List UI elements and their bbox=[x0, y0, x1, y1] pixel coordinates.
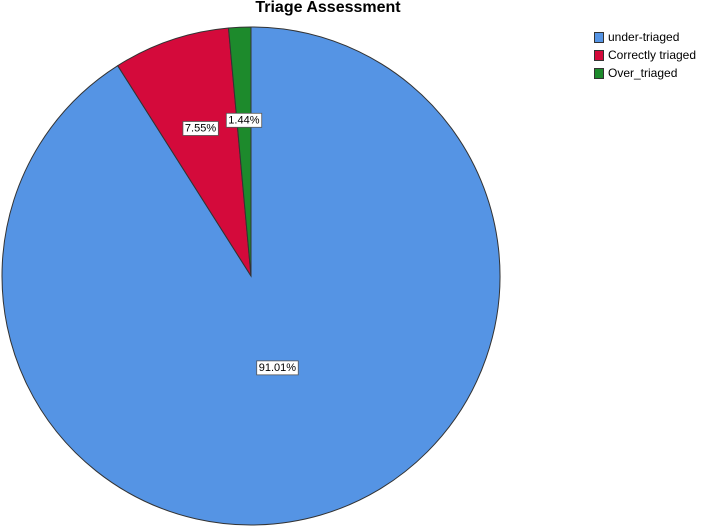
legend-item-over-triaged: Over_triaged bbox=[594, 64, 696, 82]
data-label-under-triaged: 91.01% bbox=[256, 360, 299, 376]
legend-swatch bbox=[594, 49, 604, 61]
legend-label: Correctly triaged bbox=[608, 48, 697, 62]
legend-swatch bbox=[594, 67, 604, 79]
legend-item-under-triaged: under-triaged bbox=[594, 28, 696, 46]
pie-data-labels: 91.01% 7.55% 1.44% bbox=[182, 112, 299, 376]
chart-legend: under-triaged Correctly triaged Over_tri… bbox=[594, 28, 696, 82]
svg-text:7.55%: 7.55% bbox=[185, 122, 216, 134]
data-label-over-triaged: 1.44% bbox=[225, 112, 263, 128]
chart-title: Triage Assessment bbox=[255, 0, 401, 16]
pie-slice-correctly-triaged bbox=[117, 27, 252, 277]
svg-text:91.01%: 91.01% bbox=[259, 362, 297, 374]
legend-label: under-triaged bbox=[608, 30, 680, 44]
svg-text:1.44%: 1.44% bbox=[228, 114, 259, 126]
legend-swatch bbox=[594, 31, 604, 43]
data-label-correctly-triaged: 7.55% bbox=[182, 121, 219, 136]
legend-label: Over_triaged bbox=[608, 66, 678, 80]
legend-item-correctly-triaged: Correctly triaged bbox=[594, 46, 696, 64]
pie-slice-over-triaged bbox=[227, 26, 252, 277]
pie-slices bbox=[1, 26, 501, 526]
